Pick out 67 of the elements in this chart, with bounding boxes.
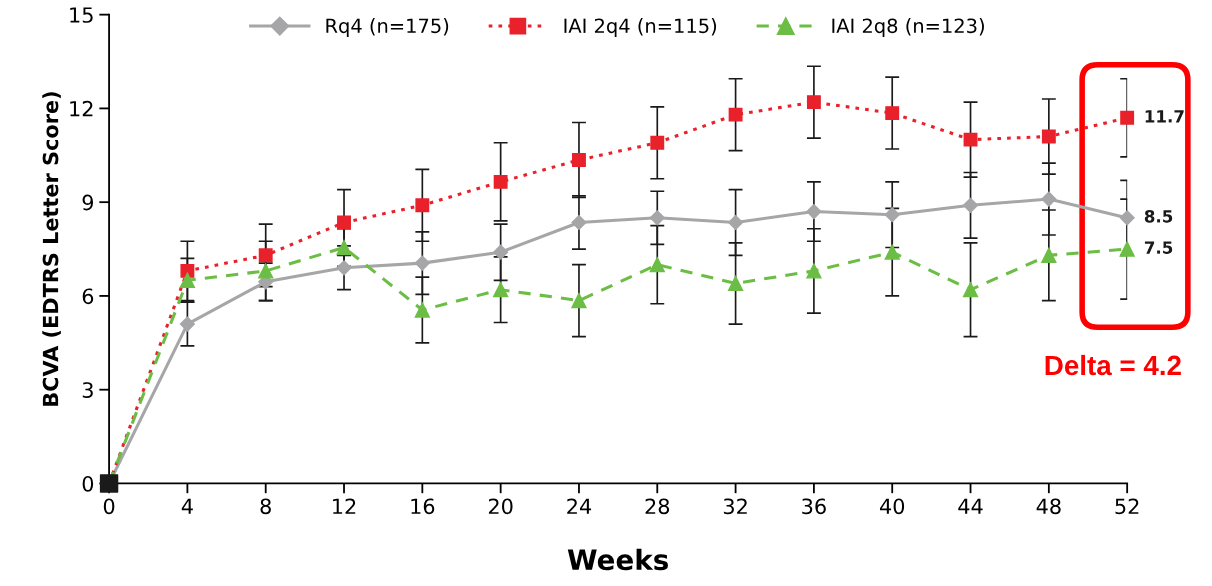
point: [571, 292, 587, 309]
x-tick-label: 8: [260, 498, 271, 515]
point: [806, 203, 822, 220]
point: [806, 263, 822, 279]
x-tick-label: 24: [567, 498, 592, 514]
y-tick-label: 0: [82, 475, 94, 492]
x-tick-label: 44: [958, 498, 983, 514]
x-tick-label: 52: [1115, 498, 1139, 515]
point: [1041, 247, 1057, 263]
data-label: 7.5: [1144, 241, 1173, 254]
point: [336, 260, 352, 276]
x-tick-label: 4: [181, 498, 193, 514]
point: [649, 210, 665, 226]
point: [337, 215, 351, 230]
point: [179, 272, 196, 288]
point: [414, 255, 430, 271]
point: [885, 106, 900, 121]
point: [493, 244, 509, 260]
point: [1119, 210, 1135, 226]
x-tick-label: 36: [802, 498, 826, 515]
legend-label: Rq4 (n=175): [326, 18, 449, 37]
annotation: Delta = 4.2: [1045, 354, 1181, 376]
x-tick-label: 0: [103, 498, 115, 515]
point: [258, 248, 273, 263]
point: [180, 263, 195, 278]
x-tick-label: 28: [645, 498, 670, 515]
x-tick-label: 12: [333, 498, 356, 514]
point: [806, 95, 821, 110]
point: [962, 197, 979, 213]
x-tick-label: 40: [879, 498, 905, 515]
x-axis-title: Weeks: [567, 548, 668, 571]
legend-label: IAI 2q8 (n=123): [832, 18, 984, 37]
legend-label: IAI 2q4 (n=115): [564, 18, 717, 37]
point: [414, 302, 430, 318]
point: [884, 244, 900, 260]
point: [1120, 110, 1135, 125]
point: [336, 239, 352, 256]
point: [258, 263, 274, 279]
y-tick-label: 15: [70, 7, 93, 23]
point: [415, 198, 430, 213]
point: [493, 174, 508, 189]
y-tick-label: 9: [82, 194, 94, 211]
point: [493, 282, 509, 298]
point: [650, 135, 665, 150]
y-tick-label: 6: [82, 288, 94, 305]
point: [572, 153, 586, 167]
x-tick-label: 48: [1036, 498, 1061, 515]
point: [571, 214, 587, 231]
point: [649, 257, 665, 273]
x-tick-label: 16: [411, 498, 435, 515]
data-label: 11.7: [1145, 110, 1184, 123]
point: [1041, 191, 1057, 207]
x-tick-label: 32: [723, 498, 747, 515]
point: [727, 275, 744, 292]
point: [1119, 241, 1135, 257]
point: [962, 282, 979, 298]
x-tick-label: 20: [488, 498, 513, 515]
point: [728, 214, 744, 231]
point: [179, 316, 195, 332]
y-axis-title: BCVA (EDTRS Letter Score): [42, 92, 61, 406]
y-tick-label: 12: [70, 100, 93, 117]
point: [884, 207, 900, 223]
point: [1041, 129, 1056, 144]
point: [728, 107, 743, 122]
y-tick-label: 3: [82, 382, 93, 398]
data-label: 8.5: [1144, 210, 1173, 223]
point: [963, 132, 978, 147]
